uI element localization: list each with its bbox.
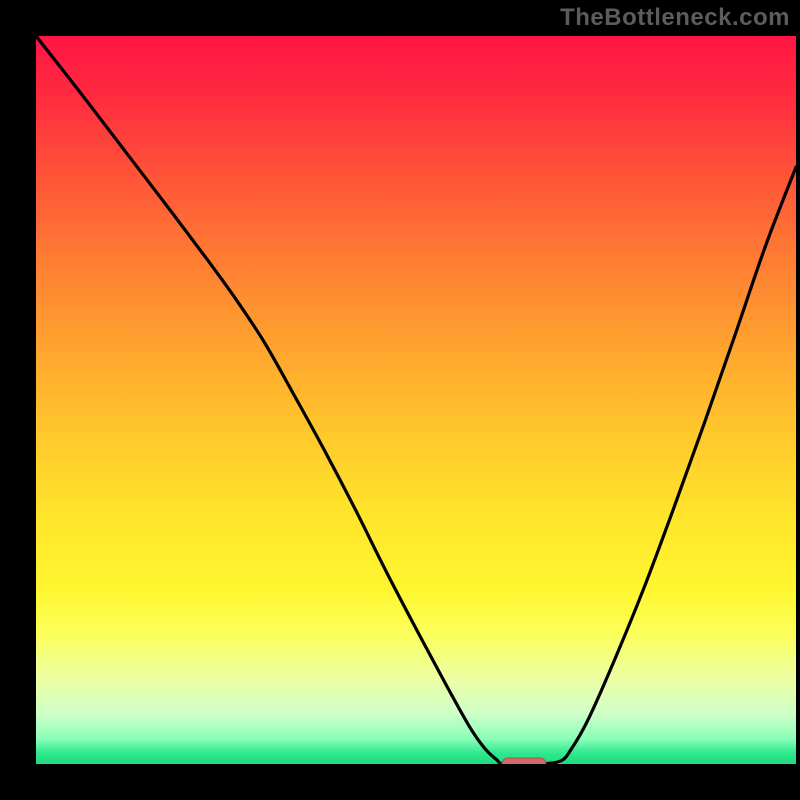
frame-left: [0, 0, 36, 800]
chart-svg: [0, 0, 800, 800]
frame-top: [0, 0, 800, 36]
frame-right: [796, 0, 800, 800]
plot-area: [36, 36, 796, 764]
chart-stage: TheBottleneck.com: [0, 0, 800, 800]
frame-bottom: [0, 764, 800, 800]
